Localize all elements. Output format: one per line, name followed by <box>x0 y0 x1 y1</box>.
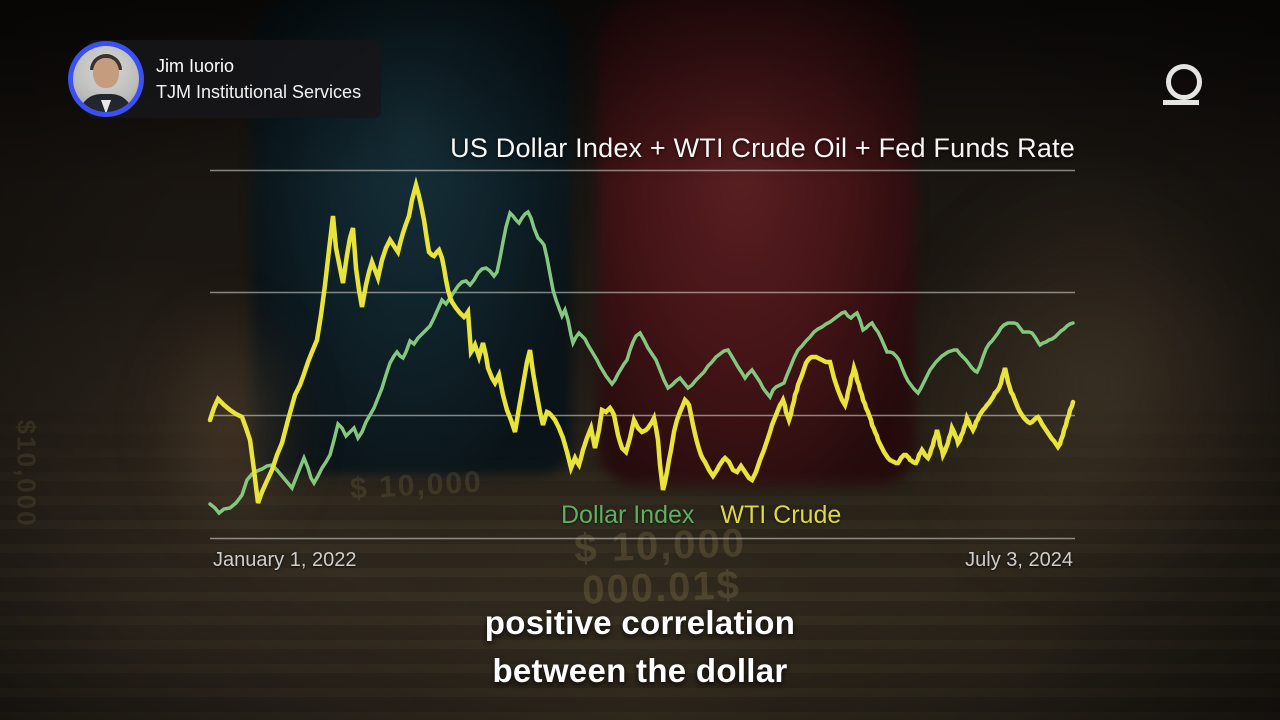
chart-title: US Dollar Index + WTI Crude Oil + Fed Fu… <box>450 133 1075 163</box>
speaker-avatar-photo <box>73 46 139 112</box>
speaker-avatar <box>68 41 144 117</box>
speaker-company: TJM Institutional Services <box>156 82 362 102</box>
avatar-face <box>93 58 119 88</box>
legend-dollar-index: Dollar Index <box>561 501 695 529</box>
x-axis-start-label: January 1, 2022 <box>213 549 357 571</box>
caption-line-2: between the dollar <box>492 652 788 689</box>
chart-legend: Dollar Index WTI Crude <box>561 501 841 530</box>
speaker-name: Jim Iuorio <box>156 56 235 76</box>
quicktake-logo-icon <box>1160 62 1204 112</box>
avatar-shirt <box>101 100 111 112</box>
caption: positive correlation between the dollar <box>0 599 1280 695</box>
quicktake-ring <box>1166 64 1202 100</box>
quicktake-underline <box>1163 100 1199 105</box>
caption-line-1: positive correlation <box>484 604 796 641</box>
legend-wti-crude: WTI Crude <box>720 501 842 529</box>
x-axis-end-label: July 3, 2024 <box>965 549 1073 571</box>
